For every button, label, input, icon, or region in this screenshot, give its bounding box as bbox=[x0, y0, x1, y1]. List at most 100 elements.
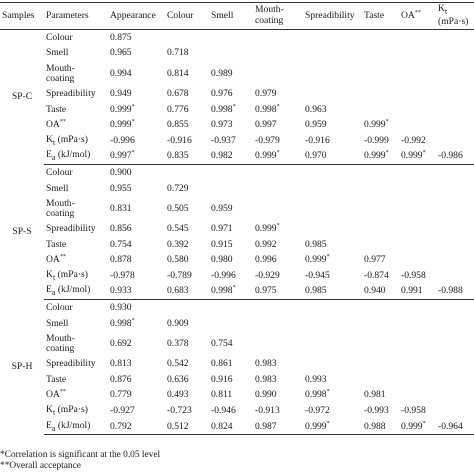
parameter-label: Mouth-coating bbox=[46, 197, 75, 219]
parameter-label: Smell bbox=[46, 47, 69, 59]
header-mouth-coating: Mouth-coating bbox=[253, 2, 303, 30]
correlation-cell bbox=[399, 388, 436, 404]
header-row: Samples Parameters Appearance Colour Sme… bbox=[0, 2, 474, 30]
correlation-cell bbox=[303, 181, 362, 197]
footnote-significance: *Correlation is significant at the 0.05 … bbox=[0, 450, 161, 460]
correlation-cell: 0.999* bbox=[399, 418, 436, 436]
correlation-cell bbox=[253, 332, 303, 357]
table-row: Mouth-coating 0.994 0.814 0.989 bbox=[0, 61, 474, 86]
correlation-cell: 0.991 bbox=[399, 283, 436, 301]
correlation-cell: 0.876 bbox=[110, 373, 132, 385]
correlation-cell: 0.999* bbox=[362, 148, 399, 166]
correlation-cell bbox=[362, 181, 399, 197]
correlation-cell: 0.971 bbox=[211, 223, 233, 235]
correlation-cell bbox=[209, 30, 253, 46]
correlation-cell: 0.900 bbox=[110, 166, 132, 178]
correlation-cell bbox=[399, 61, 436, 86]
correlation-cell bbox=[303, 61, 362, 86]
correlation-cell: -0.993 bbox=[364, 405, 389, 417]
parameter-label: Smell bbox=[46, 317, 69, 329]
parameter-label: Ea (kJ/mol) bbox=[44, 418, 108, 436]
correlation-cell: 0.998* bbox=[211, 103, 236, 115]
table-row: Taste 0.876 0.636 0.916 0.983 0.993 bbox=[0, 372, 474, 388]
correlation-cell bbox=[303, 332, 362, 357]
correlation-cell bbox=[436, 196, 474, 221]
correlation-cell bbox=[399, 372, 436, 388]
correlation-cell: 0.392 bbox=[167, 238, 189, 250]
correlation-cell bbox=[399, 181, 436, 197]
correlation-cell bbox=[362, 61, 399, 86]
table-row: Smell 0.998* 0.909 bbox=[0, 316, 474, 332]
parameter-label: Colour bbox=[46, 166, 73, 178]
correlation-cell: 0.959 bbox=[305, 119, 327, 131]
correlation-cell bbox=[362, 196, 399, 221]
parameter-label: Kt (mPa·s) bbox=[46, 133, 88, 147]
parameter-label: Mouth-coating bbox=[46, 62, 75, 84]
header-taste: Taste bbox=[362, 2, 399, 30]
table-row: Kt (mPa·s) -0.927 -0.723 -0.946 -0.913 -0.972… bbox=[0, 403, 474, 419]
table-row: SP-H Colour 0.930 bbox=[0, 300, 474, 372]
correlation-cell: -0.972 bbox=[305, 405, 330, 417]
correlation-cell: 0.831 bbox=[110, 202, 132, 214]
correlation-cell bbox=[436, 253, 474, 269]
correlation-cell: 0.824 bbox=[209, 418, 253, 436]
correlation-cell: 0.988 bbox=[362, 418, 399, 436]
correlation-cell bbox=[399, 165, 436, 181]
correlation-cell bbox=[253, 300, 303, 316]
header-spreadibility: Spreadibility bbox=[303, 2, 362, 30]
correlation-cell: 0.878 bbox=[110, 254, 132, 266]
correlation-cell: -0.916 bbox=[305, 134, 330, 146]
correlation-cell: 0.970 bbox=[303, 148, 362, 166]
correlation-cell bbox=[436, 30, 474, 46]
correlation-cell bbox=[399, 117, 436, 133]
parameter-label: Mouth-coating bbox=[46, 332, 75, 354]
correlation-cell: 0.949 bbox=[110, 87, 132, 99]
correlation-cell: 0.982 bbox=[209, 148, 253, 166]
correlation-cell: 0.981 bbox=[364, 389, 386, 401]
correlation-cell: -0.978 bbox=[110, 269, 135, 281]
correlation-cell: 0.980 bbox=[211, 254, 233, 266]
correlation-cell: 0.875 bbox=[110, 31, 132, 43]
parameter-label: Colour bbox=[46, 302, 73, 314]
correlation-cell bbox=[436, 300, 474, 316]
correlation-cell: 0.963 bbox=[305, 103, 327, 115]
parameter-label: OA** bbox=[46, 389, 66, 401]
correlation-cell: 0.776 bbox=[167, 103, 189, 115]
correlation-cell bbox=[209, 316, 253, 332]
correlation-cell bbox=[436, 237, 474, 253]
table-row: Ea (kJ/mol) 0.933 0.683 0.998* 0.975 0.985 0.9… bbox=[0, 283, 474, 301]
correlation-cell bbox=[303, 30, 362, 46]
correlation-cell: 0.973 bbox=[211, 119, 233, 131]
parameter-label: OA** bbox=[46, 118, 66, 131]
table-row: Ea (kJ/mol) 0.792 0.512 0.824 0.987 0.999* 0.9… bbox=[0, 418, 474, 436]
parameter-label: Spreadibility bbox=[46, 87, 96, 99]
correlation-cell: 0.996 bbox=[255, 254, 277, 266]
table-row: Taste 0.754 0.392 0.915 0.992 0.985 bbox=[0, 237, 474, 253]
correlation-cell: -0.723 bbox=[167, 405, 192, 417]
correlation-cell bbox=[399, 300, 436, 316]
correlation-cell: 0.835 bbox=[165, 148, 209, 166]
correlation-cell bbox=[303, 46, 362, 62]
correlation-cell: -0.996 bbox=[211, 269, 236, 281]
correlation-cell bbox=[399, 46, 436, 62]
correlation-cell bbox=[209, 165, 253, 181]
correlation-cell bbox=[303, 300, 362, 316]
correlation-cell bbox=[253, 165, 303, 181]
table-row: OA** 0.999* 0.855 0.973 0.997 0.959 0.999* bbox=[0, 117, 474, 133]
correlation-cell bbox=[253, 30, 303, 46]
correlation-cell bbox=[436, 221, 474, 237]
correlation-cell: -0.937 bbox=[211, 134, 236, 146]
correlation-cell: 0.997 bbox=[255, 119, 277, 131]
correlation-cell: 0.985 bbox=[305, 238, 327, 250]
header-appearance: Appearance bbox=[108, 2, 165, 30]
table-row: Mouth-coating 0.831 0.505 0.959 bbox=[0, 196, 474, 221]
footnotes: *Correlation is significant at the 0.05 … bbox=[0, 450, 160, 472]
correlation-cell: 0.909 bbox=[167, 317, 189, 329]
correlation-cell: 0.792 bbox=[108, 418, 165, 436]
correlation-cell bbox=[165, 165, 209, 181]
parameter-label: Ea (kJ/mol) bbox=[44, 148, 108, 166]
correlation-cell: 0.999* bbox=[399, 148, 436, 166]
sample-label: SP-S bbox=[12, 226, 32, 238]
correlation-cell bbox=[362, 300, 399, 316]
